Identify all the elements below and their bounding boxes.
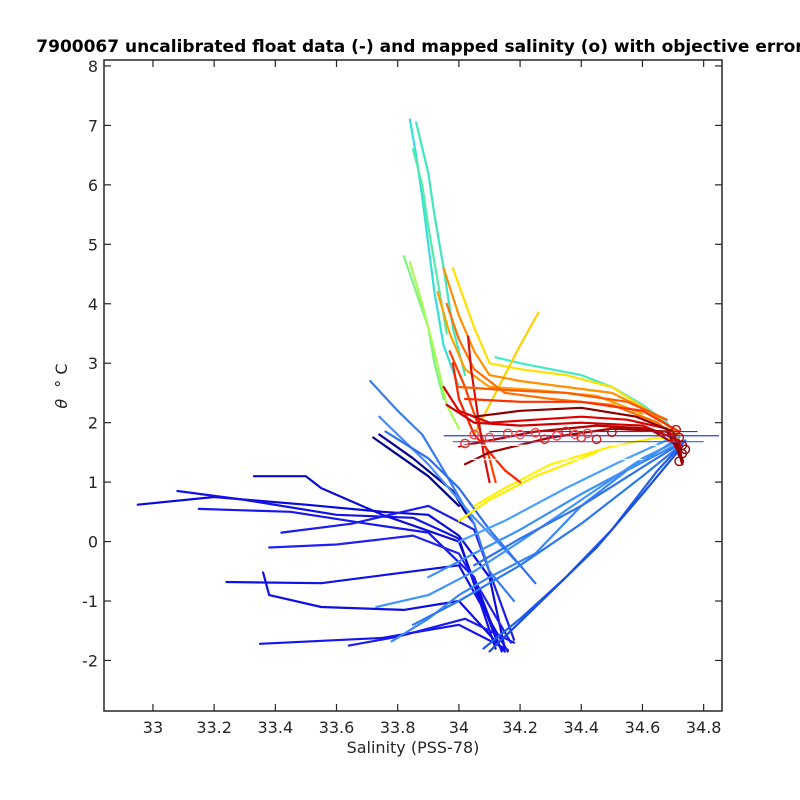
y-tick-label: 8 (88, 57, 98, 76)
x-tick-label: 34 (449, 718, 469, 737)
x-axis-ticks: 33 33.2 33.4 33.6 33.8 34 34.2 34.4 34.6 34.8 (143, 60, 722, 737)
axes-box (103, 59, 723, 712)
profile-line-21 (457, 433, 681, 543)
profile-line-37 (451, 362, 522, 484)
profile-line-25 (411, 148, 448, 335)
mapped-salinity-point-19 (680, 444, 691, 455)
profile-line-44 (457, 385, 668, 421)
y-tick-label: 4 (88, 295, 98, 314)
mapped-salinity-point-1 (502, 428, 513, 439)
profile-line-28 (494, 356, 681, 442)
y-tick-label: 5 (88, 235, 98, 254)
y-tick-label: 6 (88, 176, 98, 195)
mapped-points-layer (460, 424, 691, 467)
profile-line-17 (411, 445, 681, 626)
profile-line-22 (473, 439, 687, 567)
y-tick-label: -1 (82, 592, 98, 611)
y-tick-label: 7 (88, 116, 98, 135)
mapped-salinity-point-6 (561, 426, 571, 437)
plot-area (136, 118, 719, 653)
profile-line-5 (262, 571, 506, 653)
mapped-salinity-point-12 (460, 438, 470, 449)
y-axis-label-symbol: θ (52, 399, 71, 409)
y-axis-ticks: -2 -1 0 1 2 3 4 5 6 7 8 (82, 57, 722, 670)
mapped-salinity-point-5 (551, 430, 562, 441)
y-tick-label: 1 (88, 473, 98, 492)
mapped-salinity-point-2 (515, 429, 525, 440)
x-tick-label: 33.8 (380, 718, 416, 737)
y-tick-label: -2 (82, 651, 98, 670)
x-tick-label: 34.4 (563, 718, 599, 737)
mapped-salinity-point-18 (671, 424, 682, 435)
profile-line-39 (445, 403, 684, 466)
x-tick-label: 34.2 (502, 718, 538, 737)
x-tick-label: 34.8 (686, 718, 722, 737)
x-axis-label: Salinity (PSS-78) (347, 738, 480, 757)
profile-line-19 (488, 445, 684, 653)
profile-line-34 (436, 290, 644, 415)
horizontal-lines-layer (443, 430, 719, 461)
profile-line-27 (408, 261, 460, 430)
x-tick-label: 33 (143, 718, 163, 737)
mapped-salinity-point-4 (539, 434, 550, 445)
profile-line-31 (457, 451, 598, 522)
y-tick-label: 2 (88, 414, 98, 433)
mapped-salinity-point-7 (570, 429, 581, 440)
y-tick-label: 0 (88, 533, 98, 552)
mapped-salinity-point-0 (484, 432, 495, 443)
mapped-salinity-point-11 (606, 427, 617, 438)
x-tick-label: 34.6 (625, 718, 661, 737)
chart-title: 7900067 uncalibrated float data (-) and … (36, 37, 800, 57)
x-tick-label: 33.6 (319, 718, 355, 737)
y-axis-label: θ ° C (52, 363, 71, 408)
profile-line-30 (473, 436, 681, 507)
mapped-salinity-point-13 (469, 429, 480, 440)
profile-line-24 (415, 121, 467, 377)
profile-line-11 (372, 436, 460, 507)
y-axis-label-unit: ° C (52, 363, 71, 387)
mapped-salinity-point-17 (674, 456, 685, 467)
profile-line-12 (369, 379, 516, 603)
profile-line-16 (375, 439, 681, 609)
profile-line-41 (467, 335, 491, 484)
mapped-salinity-point-9 (582, 428, 593, 439)
profile-line-35 (445, 302, 681, 442)
y-tick-label: 3 (88, 354, 98, 373)
profile-line-20 (427, 436, 681, 579)
series-layer (136, 118, 687, 653)
profile-line-8 (268, 534, 512, 644)
mapped-salinity-point-10 (591, 434, 602, 445)
x-tick-label: 33.2 (196, 718, 232, 737)
profile-line-23 (408, 118, 460, 389)
profile-line-45 (463, 397, 681, 433)
profile-line-7 (347, 617, 516, 647)
mapped-salinity-point-3 (530, 427, 541, 438)
x-tick-label: 33.4 (258, 718, 294, 737)
profile-line-13 (378, 415, 522, 567)
